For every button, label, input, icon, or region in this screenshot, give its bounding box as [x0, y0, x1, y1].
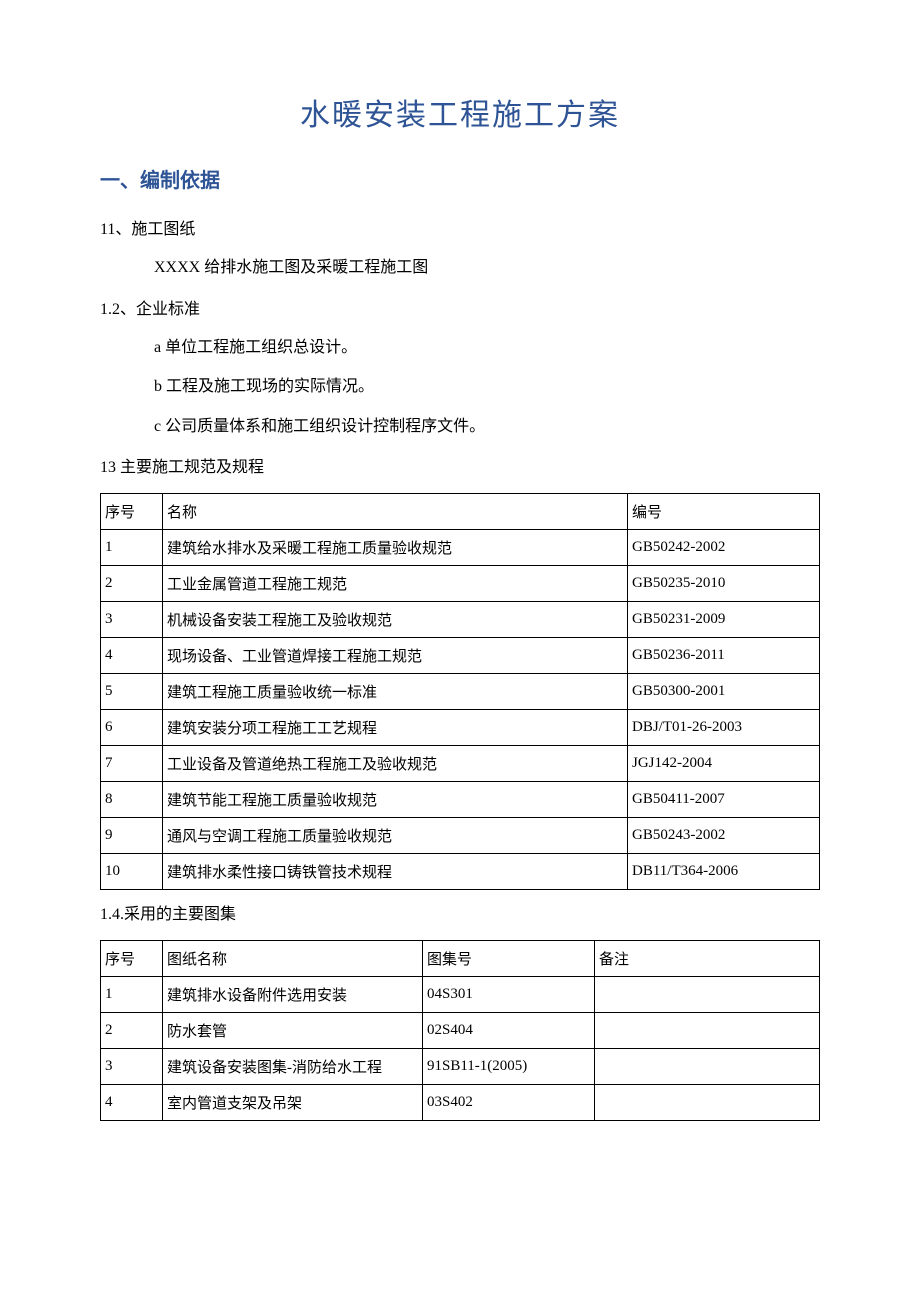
td-num: 2: [101, 566, 163, 602]
td-num: 10: [101, 854, 163, 890]
td-code: JGJ142-2004: [628, 746, 820, 782]
td-code: DB11/T364-2006: [628, 854, 820, 890]
table-row: 6 建筑安装分项工程施工工艺规程 DBJ/T01-26-2003: [101, 710, 820, 746]
th-code: 图集号: [423, 941, 595, 977]
table-row: 2 工业金属管道工程施工规范 GB50235-2010: [101, 566, 820, 602]
td-name: 机械设备安装工程施工及验收规范: [163, 602, 628, 638]
td-code: DBJ/T01-26-2003: [628, 710, 820, 746]
td-code: 91SB11-1(2005): [423, 1049, 595, 1085]
table-row: 5 建筑工程施工质量验收统一标准 GB50300-2001: [101, 674, 820, 710]
table-header-row: 序号 名称 编号: [101, 494, 820, 530]
td-name: 建筑排水柔性接口铸铁管技术规程: [163, 854, 628, 890]
td-num: 4: [101, 1085, 163, 1121]
table-row: 1 建筑给水排水及采暖工程施工质量验收规范 GB50242-2002: [101, 530, 820, 566]
td-code: GB50411-2007: [628, 782, 820, 818]
td-name: 防水套管: [163, 1013, 423, 1049]
td-code: 03S402: [423, 1085, 595, 1121]
table-row: 10 建筑排水柔性接口铸铁管技术规程 DB11/T364-2006: [101, 854, 820, 890]
td-code: GB50242-2002: [628, 530, 820, 566]
td-num: 3: [101, 602, 163, 638]
subsection-12-c: c 公司质量体系和施工组织设计控制程序文件。: [154, 414, 820, 440]
td-num: 2: [101, 1013, 163, 1049]
table-row: 2 防水套管 02S404: [101, 1013, 820, 1049]
td-note: [595, 1013, 820, 1049]
table-row: 3 机械设备安装工程施工及验收规范 GB50231-2009: [101, 602, 820, 638]
td-code: GB50243-2002: [628, 818, 820, 854]
table-row: 4 室内管道支架及吊架 03S402: [101, 1085, 820, 1121]
td-code: GB50300-2001: [628, 674, 820, 710]
subsection-11-text: XXXX 给排水施工图及采暖工程施工图: [154, 255, 820, 281]
td-name: 建筑工程施工质量验收统一标准: [163, 674, 628, 710]
table-row: 1 建筑排水设备附件选用安装 04S301: [101, 977, 820, 1013]
td-num: 5: [101, 674, 163, 710]
subsection-12: 1.2、企业标准: [100, 295, 820, 319]
td-num: 9: [101, 818, 163, 854]
td-num: 7: [101, 746, 163, 782]
td-num: 1: [101, 977, 163, 1013]
td-num: 3: [101, 1049, 163, 1085]
td-code: 04S301: [423, 977, 595, 1013]
td-code: GB50231-2009: [628, 602, 820, 638]
table-row: 7 工业设备及管道绝热工程施工及验收规范 JGJ142-2004: [101, 746, 820, 782]
td-name: 工业金属管道工程施工规范: [163, 566, 628, 602]
standards-table: 序号 名称 编号 1 建筑给水排水及采暖工程施工质量验收规范 GB50242-2…: [100, 493, 820, 890]
td-code: GB50236-2011: [628, 638, 820, 674]
td-name: 建筑给水排水及采暖工程施工质量验收规范: [163, 530, 628, 566]
subsection-13: 13 主要施工规范及规程: [100, 453, 820, 477]
td-code: GB50235-2010: [628, 566, 820, 602]
th-name: 图纸名称: [163, 941, 423, 977]
td-num: 6: [101, 710, 163, 746]
td-num: 1: [101, 530, 163, 566]
table-header-row: 序号 图纸名称 图集号 备注: [101, 941, 820, 977]
td-name: 建筑节能工程施工质量验收规范: [163, 782, 628, 818]
document-title: 水暖安装工程施工方案: [100, 90, 820, 134]
subsection-11: 11、施工图纸: [100, 215, 820, 239]
td-num: 4: [101, 638, 163, 674]
td-name: 现场设备、工业管道焊接工程施工规范: [163, 638, 628, 674]
td-code: 02S404: [423, 1013, 595, 1049]
td-name: 建筑设备安装图集-消防给水工程: [163, 1049, 423, 1085]
subsection-14: 1.4.采用的主要图集: [100, 900, 820, 924]
atlas-table: 序号 图纸名称 图集号 备注 1 建筑排水设备附件选用安装 04S301 2 防…: [100, 940, 820, 1121]
td-note: [595, 977, 820, 1013]
table-row: 3 建筑设备安装图集-消防给水工程 91SB11-1(2005): [101, 1049, 820, 1085]
table-row: 8 建筑节能工程施工质量验收规范 GB50411-2007: [101, 782, 820, 818]
table-row: 4 现场设备、工业管道焊接工程施工规范 GB50236-2011: [101, 638, 820, 674]
th-code: 编号: [628, 494, 820, 530]
th-num: 序号: [101, 494, 163, 530]
td-name: 建筑安装分项工程施工工艺规程: [163, 710, 628, 746]
section-1-heading: 一、编制依据: [100, 164, 820, 193]
td-note: [595, 1049, 820, 1085]
subsection-12-b: b 工程及施工现场的实际情况。: [154, 374, 820, 400]
td-note: [595, 1085, 820, 1121]
td-name: 通风与空调工程施工质量验收规范: [163, 818, 628, 854]
table-row: 9 通风与空调工程施工质量验收规范 GB50243-2002: [101, 818, 820, 854]
subsection-12-a: a 单位工程施工组织总设计。: [154, 335, 820, 361]
th-note: 备注: [595, 941, 820, 977]
td-name: 工业设备及管道绝热工程施工及验收规范: [163, 746, 628, 782]
td-name: 室内管道支架及吊架: [163, 1085, 423, 1121]
td-name: 建筑排水设备附件选用安装: [163, 977, 423, 1013]
th-num: 序号: [101, 941, 163, 977]
th-name: 名称: [163, 494, 628, 530]
td-num: 8: [101, 782, 163, 818]
